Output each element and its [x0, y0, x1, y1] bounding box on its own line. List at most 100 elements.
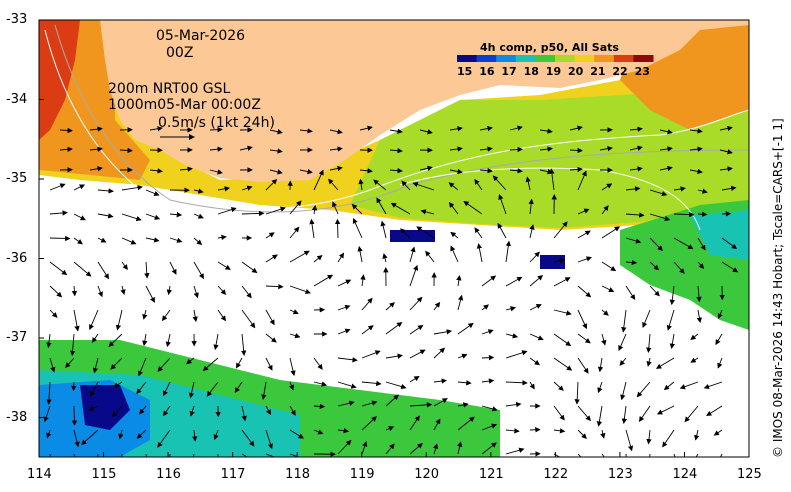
colorbar-swatch: [613, 55, 634, 62]
current-vector: [721, 261, 739, 273]
current-vector: [192, 429, 198, 442]
current-vector: [136, 429, 147, 439]
current-vector: [409, 264, 419, 287]
current-vector: [110, 357, 123, 370]
current-vector: [142, 333, 148, 347]
current-vector: [420, 209, 435, 215]
current-vector: [382, 253, 388, 263]
isobath-contour: [399, 167, 701, 231]
x-tick-label: 121: [478, 467, 504, 482]
current-vector: [695, 453, 699, 457]
current-vector: [625, 429, 634, 452]
current-vector: [241, 261, 258, 274]
sst-hot-core: [39, 20, 80, 140]
current-vector: [479, 125, 493, 132]
current-vector: [385, 321, 403, 335]
colorbar-tick-label: 18: [523, 65, 539, 78]
current-vector: [505, 401, 522, 408]
current-vector: [553, 309, 572, 316]
current-vector: [481, 405, 498, 412]
current-vector: [361, 380, 382, 387]
current-vector: [569, 166, 583, 173]
current-vector: [509, 125, 523, 131]
current-vector: [59, 146, 73, 153]
current-vector: [689, 146, 703, 152]
current-vector: [337, 381, 357, 389]
current-vector: [337, 304, 351, 311]
current-vector: [529, 251, 540, 263]
land-island: [100, 20, 160, 150]
current-vector: [385, 353, 403, 359]
current-vector: [43, 405, 51, 423]
current-vector: [577, 309, 588, 330]
current-vector: [265, 333, 277, 343]
current-vector: [217, 261, 231, 270]
current-vector: [111, 405, 123, 418]
current-vector: [400, 228, 411, 239]
colorbar-swatch: [457, 55, 478, 62]
x-tick-label: 122: [543, 467, 569, 482]
current-vector: [449, 168, 463, 175]
current-vector: [409, 375, 420, 383]
current-vector: [597, 357, 604, 373]
colorbar-tick-label: 15: [457, 65, 473, 78]
current-vector: [49, 261, 68, 276]
current-vector: [416, 226, 435, 239]
current-vector: [352, 217, 363, 239]
current-vector: [120, 285, 126, 296]
current-vector: [241, 453, 249, 457]
current-vector: [717, 309, 723, 319]
current-vector: [448, 182, 459, 191]
current-vector: [337, 252, 345, 263]
current-vector: [601, 261, 617, 272]
current-vector: [679, 381, 699, 390]
current-vector: [289, 453, 300, 457]
current-vector: [265, 405, 271, 416]
current-vector: [409, 324, 424, 335]
copyright-caption: © IMOS 08-Mar-2026 14:43 Hobart; Tscale=…: [771, 118, 785, 458]
current-vector: [142, 309, 148, 320]
current-vector: [474, 178, 483, 191]
current-vector: [121, 261, 128, 271]
current-vector: [334, 218, 341, 239]
current-vector: [498, 194, 507, 215]
colorbar-swatch: [476, 55, 497, 62]
current-vector: [137, 357, 147, 377]
colorbar-swatch: [515, 55, 536, 62]
current-vector: [217, 234, 227, 241]
current-vector: [289, 250, 310, 263]
current-vector: [621, 405, 628, 424]
current-vector: [528, 198, 534, 215]
current-vector: [234, 381, 243, 393]
current-vector: [113, 381, 123, 388]
current-vector: [509, 168, 523, 174]
current-vector: [601, 309, 609, 316]
current-vector: [479, 167, 493, 174]
current-vector: [509, 146, 523, 153]
current-vector: [269, 129, 283, 135]
current-vector: [149, 168, 163, 174]
current-vector: [265, 232, 275, 239]
current-vector: [90, 381, 99, 397]
current-vector: [145, 189, 160, 196]
current-vector: [666, 309, 675, 331]
current-vector: [329, 165, 343, 172]
current-vector: [553, 357, 573, 371]
current-vector: [289, 357, 296, 377]
current-vector: [481, 354, 495, 361]
current-vector: [713, 429, 723, 436]
current-vector: [409, 402, 433, 408]
y-tick-label: -33: [6, 12, 28, 27]
current-vector: [625, 237, 642, 244]
current-vector: [390, 202, 411, 215]
current-vector: [240, 333, 247, 356]
current-vector: [577, 285, 592, 298]
current-vector: [539, 146, 553, 152]
current-vector: [456, 274, 462, 287]
current-vector: [673, 237, 694, 250]
velocity-scale-label: 0.5m/s (1kt 24h): [158, 115, 275, 131]
current-vector: [139, 405, 147, 415]
current-vector: [409, 296, 423, 311]
current-vector: [505, 350, 528, 359]
